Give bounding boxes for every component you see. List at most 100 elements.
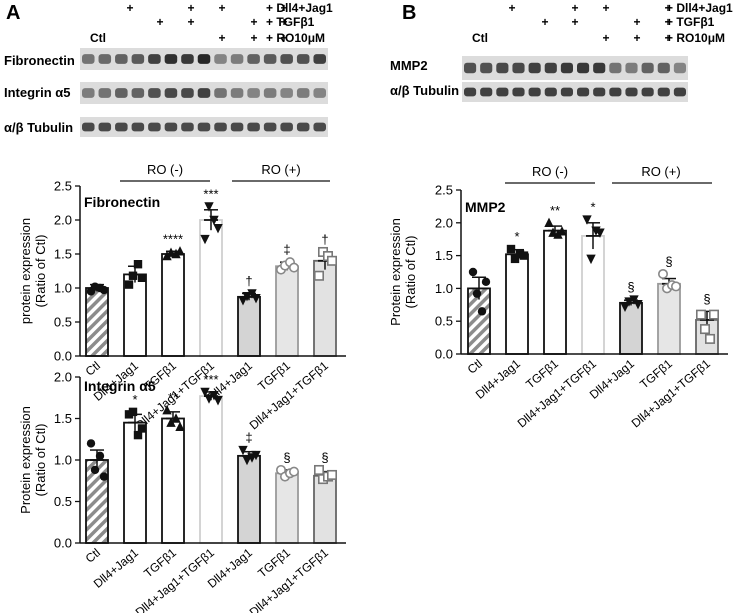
- blot-label-mmp2: MMP2: [390, 58, 428, 73]
- header-plus-mark: +: [508, 1, 515, 15]
- blot-band: [115, 88, 128, 98]
- blot-band: [181, 88, 194, 98]
- significance-label: **: [168, 390, 178, 405]
- data-point: [288, 466, 299, 477]
- group-label-ro-minus-b: RO (-): [532, 164, 568, 179]
- blot-band: [657, 87, 670, 97]
- blot-band: [164, 88, 178, 98]
- data-point: [213, 223, 223, 234]
- x-tick-label: Ctl: [83, 546, 103, 566]
- blot-band: [247, 88, 260, 98]
- blot-band: [82, 88, 95, 98]
- header-plus-mark: +: [664, 31, 671, 45]
- chart-title-fibronectin: Fibronectin: [84, 194, 160, 210]
- y-tick-label: 2.0: [435, 215, 453, 230]
- blot-band: [115, 122, 128, 132]
- data-point: [620, 302, 630, 312]
- group-label-ro-plus-a: RO (+): [261, 162, 300, 177]
- blot-band: [512, 62, 525, 74]
- blot-band: [480, 87, 493, 97]
- chart-mmp2: 0.0 0.5 1.0 1.5 2.0 2.5 Protein expression (Rat…: [388, 183, 728, 430]
- header-plus-mark: +: [633, 31, 640, 45]
- data-point: [582, 215, 592, 225]
- header-plus-mark: +: [541, 15, 548, 29]
- data-point: [633, 299, 643, 310]
- header-plus-mark: +: [250, 31, 257, 45]
- y-tick-label: 1.0: [54, 453, 72, 468]
- blot-label-tubulin-a: α/β Tubulin: [4, 120, 73, 135]
- bar: [161, 417, 185, 544]
- blot-band: [641, 87, 654, 97]
- y-axis-label: (Ratio of Ctl): [33, 424, 48, 497]
- y-tick-label: 2.0: [54, 213, 72, 228]
- data-point: [171, 248, 181, 259]
- blot-band: [115, 54, 128, 64]
- data-point: [200, 387, 210, 398]
- significance-label: ‡: [245, 430, 252, 445]
- blot-label-integrin: Integrin α5: [4, 85, 71, 100]
- blot-band: [98, 88, 112, 98]
- data-point: [313, 270, 324, 281]
- data-point: [209, 215, 219, 226]
- data-point: [95, 451, 105, 461]
- group-label-ro-minus-a: RO (-): [147, 162, 183, 177]
- blot-band: [131, 88, 145, 98]
- header-plus-mark: +: [187, 15, 194, 29]
- y-tick-label: 1.0: [54, 281, 72, 296]
- blot-band: [296, 122, 310, 132]
- blot-band: [263, 88, 277, 98]
- bar: [275, 472, 299, 544]
- data-point: [251, 294, 261, 304]
- data-point: [519, 251, 529, 260]
- data-point: [557, 226, 567, 236]
- blot-band: [657, 62, 670, 74]
- significance-label: §: [703, 291, 710, 306]
- header-row-label: + Dll4+Jag1: [666, 1, 733, 15]
- blot-band: [181, 54, 194, 64]
- significance-label: §: [665, 254, 672, 269]
- data-point: [481, 277, 491, 287]
- chart-integrin: 0.0 0.5 1.0 1.5 2.0 Protein expression (Ratio …: [18, 370, 346, 613]
- blot-band: [512, 87, 525, 97]
- blot-band: [148, 88, 161, 98]
- blot-band: [131, 54, 145, 64]
- bar: [657, 282, 681, 355]
- data-point: [695, 309, 706, 320]
- y-tick-label: 0.5: [435, 314, 453, 329]
- data-point: [162, 405, 172, 415]
- bar: [313, 474, 337, 544]
- blot-band: [625, 87, 638, 97]
- y-tick-label: 0.0: [435, 347, 453, 362]
- significance-label: *: [590, 200, 595, 215]
- chart-title-mmp2: MMP2: [465, 199, 506, 215]
- header-row-label: + Dll4+Jag1: [266, 1, 333, 15]
- blot-band: [296, 54, 310, 64]
- data-point: [171, 413, 181, 423]
- data-point: [90, 465, 100, 475]
- significance-label: ***: [203, 372, 218, 387]
- chart-title-integrin: Integrin α5: [84, 378, 156, 394]
- blot-band: [280, 88, 293, 98]
- significance-label: †: [321, 232, 328, 247]
- y-tick-label: 0.5: [54, 494, 72, 509]
- y-tick-label: 2.5: [435, 183, 453, 198]
- header-plus-mark: +: [571, 1, 578, 15]
- blot-band: [593, 87, 606, 97]
- bar: [581, 235, 605, 355]
- y-tick-label: 2.5: [54, 179, 72, 194]
- significance-label: †: [245, 273, 252, 288]
- panel-b-letter: B: [402, 2, 416, 24]
- data-point: [238, 296, 248, 306]
- data-point: [204, 394, 214, 404]
- blot-band: [247, 122, 260, 132]
- blot-strip: [462, 82, 688, 102]
- header-plus-mark: +: [187, 1, 194, 15]
- header-plus-mark: +: [156, 15, 163, 29]
- header-row-label: + RO10μM: [266, 31, 325, 45]
- data-point: [242, 455, 252, 466]
- bar: [199, 395, 223, 544]
- bar: [237, 295, 261, 357]
- panel-a-letter: A: [6, 2, 20, 24]
- header-plus-mark: +: [280, 1, 287, 15]
